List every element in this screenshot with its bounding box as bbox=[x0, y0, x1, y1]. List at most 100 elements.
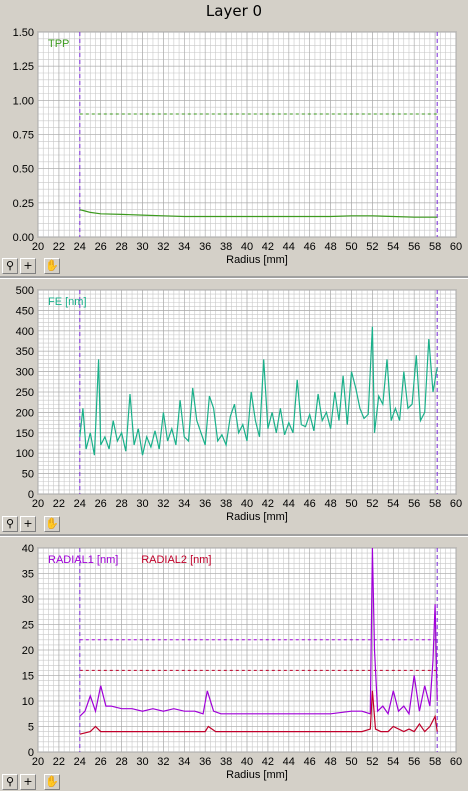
x-tick-label: 56 bbox=[408, 498, 420, 510]
y-tick-label: 30 bbox=[22, 594, 34, 606]
y-tick-label: 0 bbox=[28, 747, 34, 759]
x-tick-label: 40 bbox=[241, 498, 253, 510]
x-tick-label: 60 bbox=[450, 756, 462, 768]
y-tick-label: 100 bbox=[16, 448, 34, 460]
x-tick-label: 34 bbox=[178, 498, 190, 510]
x-tick-label: 48 bbox=[324, 756, 336, 768]
y-tick-label: 1.00 bbox=[13, 95, 34, 107]
legend-entry: RADIAL1 [nm] bbox=[48, 554, 118, 566]
series-line bbox=[79, 690, 438, 735]
x-tick-label: 34 bbox=[178, 241, 190, 253]
x-tick-label: 30 bbox=[136, 498, 148, 510]
pan-hand-icon[interactable]: ✋ bbox=[44, 774, 60, 790]
y-tick-label: 0 bbox=[28, 489, 34, 501]
pan-hand-icon[interactable]: ✋ bbox=[44, 258, 60, 274]
x-tick-label: 28 bbox=[115, 756, 127, 768]
y-tick-label: 500 bbox=[16, 285, 34, 297]
panel-divider bbox=[0, 276, 468, 279]
x-tick-label: 36 bbox=[199, 756, 211, 768]
x-tick-label: 26 bbox=[95, 756, 107, 768]
y-tick-label: 50 bbox=[22, 469, 34, 481]
y-tick-label: 150 bbox=[16, 428, 34, 440]
y-tick-label: 10 bbox=[22, 696, 34, 708]
x-tick-label: 52 bbox=[366, 498, 378, 510]
x-axis-label: Radius [mm] bbox=[226, 769, 288, 781]
x-tick-label: 32 bbox=[157, 756, 169, 768]
x-tick-label: 34 bbox=[178, 756, 190, 768]
x-tick-label: 20 bbox=[32, 498, 44, 510]
x-tick-label: 54 bbox=[387, 756, 399, 768]
x-tick-label: 28 bbox=[115, 241, 127, 253]
x-tick-label: 44 bbox=[283, 241, 295, 253]
x-tick-label: 38 bbox=[220, 241, 232, 253]
legend-entry: RADIAL2 [nm] bbox=[141, 554, 211, 566]
zoom-icon[interactable]: ⚲ bbox=[2, 516, 18, 532]
x-tick-label: 42 bbox=[262, 498, 274, 510]
y-tick-label: 5 bbox=[28, 722, 34, 734]
y-tick-label: 0.00 bbox=[13, 232, 34, 244]
x-tick-label: 54 bbox=[387, 498, 399, 510]
x-tick-label: 58 bbox=[429, 756, 441, 768]
crosshair-icon[interactable]: + bbox=[20, 774, 36, 790]
x-tick-label: 38 bbox=[220, 498, 232, 510]
crosshair-icon[interactable]: + bbox=[20, 258, 36, 274]
radial-chart: 20 22 24 26 28 30 32 34 36 38 40 42 44 46 48 50 52 54 56 58… bbox=[22, 543, 462, 781]
series-line bbox=[79, 326, 438, 456]
x-tick-label: 48 bbox=[324, 498, 336, 510]
x-tick-label: 46 bbox=[304, 241, 316, 253]
y-tick-label: 15 bbox=[22, 671, 34, 683]
fe-chart: 20 22 24 26 28 30 32 34 36 38 40 42 44 46 48 50 52 54 56 58… bbox=[16, 285, 462, 523]
x-tick-label: 46 bbox=[304, 756, 316, 768]
zoom-icon[interactable]: ⚲ bbox=[2, 774, 18, 790]
x-tick-label: 28 bbox=[115, 498, 127, 510]
y-tick-label: 1.25 bbox=[13, 61, 34, 73]
pan-hand-icon[interactable]: ✋ bbox=[44, 516, 60, 532]
y-tick-label: 0.75 bbox=[13, 130, 34, 142]
x-tick-label: 52 bbox=[366, 756, 378, 768]
x-tick-label: 56 bbox=[408, 241, 420, 253]
x-tick-label: 30 bbox=[136, 241, 148, 253]
x-tick-label: 60 bbox=[450, 241, 462, 253]
zoom-icon[interactable]: ⚲ bbox=[2, 258, 18, 274]
x-tick-label: 24 bbox=[74, 241, 86, 253]
x-tick-label: 26 bbox=[95, 498, 107, 510]
y-tick-label: 250 bbox=[16, 387, 34, 399]
series-line bbox=[79, 209, 438, 218]
x-axis-label: Radius [mm] bbox=[226, 511, 288, 523]
y-tick-label: 0.25 bbox=[13, 198, 34, 210]
legend-entry: TPP bbox=[48, 38, 69, 50]
x-tick-label: 36 bbox=[199, 241, 211, 253]
y-tick-label: 350 bbox=[16, 346, 34, 358]
x-tick-label: 22 bbox=[53, 756, 65, 768]
x-tick-label: 42 bbox=[262, 756, 274, 768]
x-tick-label: 50 bbox=[345, 498, 357, 510]
x-tick-label: 56 bbox=[408, 756, 420, 768]
x-tick-label: 60 bbox=[450, 498, 462, 510]
y-tick-label: 300 bbox=[16, 367, 34, 379]
x-tick-label: 44 bbox=[283, 498, 295, 510]
x-tick-label: 24 bbox=[74, 498, 86, 510]
x-tick-label: 20 bbox=[32, 241, 44, 253]
x-tick-label: 44 bbox=[283, 756, 295, 768]
major-grid bbox=[37, 31, 457, 238]
x-tick-label: 48 bbox=[324, 241, 336, 253]
x-axis-label: Radius [mm] bbox=[226, 254, 288, 266]
major-grid bbox=[37, 547, 457, 753]
y-tick-label: 40 bbox=[22, 543, 34, 555]
window-title: Layer 0 bbox=[205, 2, 263, 20]
x-tick-label: 40 bbox=[241, 241, 253, 253]
tpp-chart: 20 22 24 26 28 30 32 34 36 38 40 42 44 46 48 50 52 54 56 58… bbox=[13, 27, 463, 266]
x-tick-label: 50 bbox=[345, 241, 357, 253]
x-tick-label: 38 bbox=[220, 756, 232, 768]
major-grid bbox=[37, 289, 457, 495]
crosshair-icon[interactable]: + bbox=[20, 516, 36, 532]
x-tick-label: 22 bbox=[53, 498, 65, 510]
panel-divider bbox=[0, 534, 468, 537]
y-tick-label: 0.50 bbox=[13, 164, 34, 176]
x-tick-label: 58 bbox=[429, 498, 441, 510]
y-tick-label: 450 bbox=[16, 305, 34, 317]
y-tick-label: 200 bbox=[16, 407, 34, 419]
y-tick-label: 20 bbox=[22, 645, 34, 657]
x-tick-label: 20 bbox=[32, 756, 44, 768]
x-tick-label: 52 bbox=[366, 241, 378, 253]
